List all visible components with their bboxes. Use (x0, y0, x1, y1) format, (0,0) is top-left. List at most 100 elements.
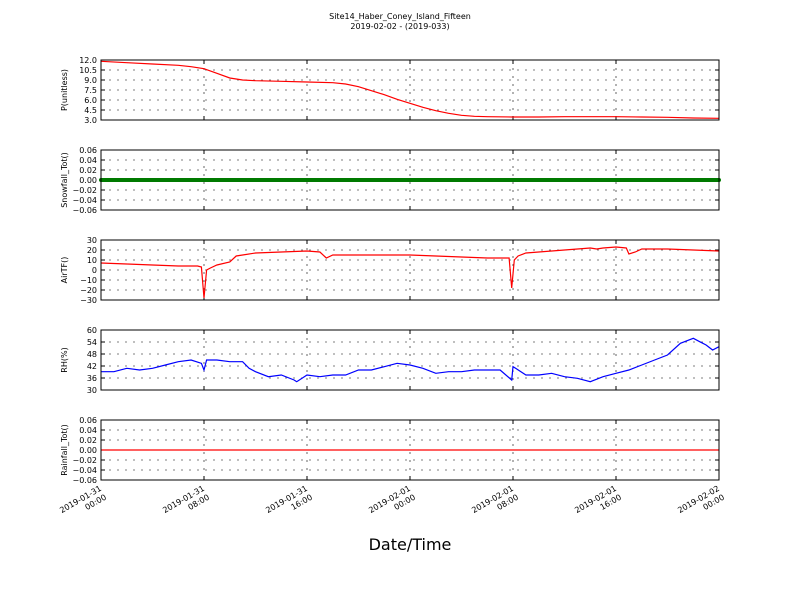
series-point (279, 178, 284, 182)
y-tick-label: −0.04 (72, 466, 97, 475)
series-point (256, 178, 261, 182)
y-tick-label: 0.06 (79, 416, 97, 425)
series-point (530, 178, 535, 182)
series-point (604, 178, 609, 182)
series-point (401, 178, 406, 182)
y-tick-label: 30 (87, 236, 97, 245)
series-point (205, 178, 210, 182)
series-point (511, 178, 515, 182)
x-tick-label: 2019-01-3116:00 (264, 484, 314, 524)
series-point (597, 178, 602, 182)
series-point (552, 178, 557, 182)
series-point (379, 178, 384, 182)
panel-2: 0.060.040.020.00−0.02−0.04−0.06Snowfall_… (60, 146, 721, 215)
y-tick-label: −0.02 (72, 186, 97, 195)
series-point (594, 178, 599, 182)
series-point (697, 178, 702, 182)
series-point (639, 178, 644, 182)
panel-4: 60 54 48 42 36 30 RH(%) (60, 326, 720, 395)
series-point (337, 178, 342, 182)
series-point (430, 178, 435, 182)
series-point (276, 178, 281, 182)
series-point (459, 178, 464, 182)
series-point (475, 178, 480, 182)
series-point (234, 178, 239, 182)
series-point (591, 178, 596, 182)
series-point (581, 178, 586, 182)
series-point (250, 178, 255, 182)
y-tick-label: 0.06 (79, 146, 97, 155)
series-point (633, 178, 638, 182)
series-point (385, 178, 390, 182)
series-point (156, 178, 161, 182)
y-tick-label: −0.02 (72, 456, 97, 465)
series-point (131, 178, 136, 182)
series-point (140, 178, 145, 182)
series-point (713, 178, 718, 182)
series-point (124, 178, 129, 182)
series-point (102, 178, 107, 182)
series-point (298, 178, 303, 182)
series-point (221, 178, 226, 182)
x-tick-label: 2019-01-3108:00 (161, 484, 211, 524)
series-point (247, 178, 252, 182)
y-tick-label: 30 (87, 386, 97, 395)
series-point (453, 178, 458, 182)
series-point (610, 178, 615, 182)
series-point (704, 178, 709, 182)
series-point (324, 178, 329, 182)
series-point (340, 178, 345, 182)
series-point (691, 178, 696, 182)
series-point (671, 178, 676, 182)
panel-5: 0.060.040.020.00−0.02−0.04−0.06Rainfall_… (60, 416, 720, 485)
series-point (327, 178, 332, 182)
series-point (243, 178, 248, 182)
series-point (655, 178, 660, 182)
y-axis-label: AirTF() (60, 257, 69, 284)
series-point (391, 178, 396, 182)
series-point (543, 178, 548, 182)
series-point (353, 178, 358, 182)
series-point (408, 178, 412, 182)
series-point (572, 178, 577, 182)
y-tick-label: 3.0 (84, 116, 97, 125)
series-point (607, 178, 612, 182)
series-point (623, 178, 628, 182)
series-point (395, 178, 400, 182)
x-tick-label: 2019-02-0100:00 (367, 484, 417, 524)
series-point (710, 178, 715, 182)
panel-1: 12.010.59.07.56.04.53.0 P(unitless) (60, 56, 720, 125)
series-point (346, 178, 351, 182)
series-point (449, 178, 454, 182)
series-point (169, 178, 174, 182)
series-point (620, 178, 625, 182)
y-tick-label: 0.04 (79, 426, 97, 435)
series-point (369, 178, 374, 182)
y-tick-label: 20 (87, 246, 97, 255)
x-tick-label: 2019-02-0200:00 (676, 484, 726, 524)
y-tick-label: 60 (87, 326, 97, 335)
series-point (662, 178, 667, 182)
series-point (652, 178, 657, 182)
series-point (137, 178, 142, 182)
y-tick-label: 0.00 (79, 176, 97, 185)
axes-frame (100, 329, 720, 391)
series-point (446, 178, 451, 182)
series-point (507, 178, 512, 182)
series-point (575, 178, 580, 182)
series-point (301, 178, 306, 182)
series-point (642, 178, 647, 182)
series-point (253, 178, 258, 182)
series-point (494, 178, 499, 182)
series-point (388, 178, 393, 182)
series-point (404, 178, 409, 182)
series-point (424, 178, 429, 182)
series-point (173, 178, 178, 182)
y-tick-label: −0.04 (72, 196, 97, 205)
series-point (626, 178, 631, 182)
series-point (520, 178, 525, 182)
series-point (282, 178, 287, 182)
series-point (694, 178, 699, 182)
